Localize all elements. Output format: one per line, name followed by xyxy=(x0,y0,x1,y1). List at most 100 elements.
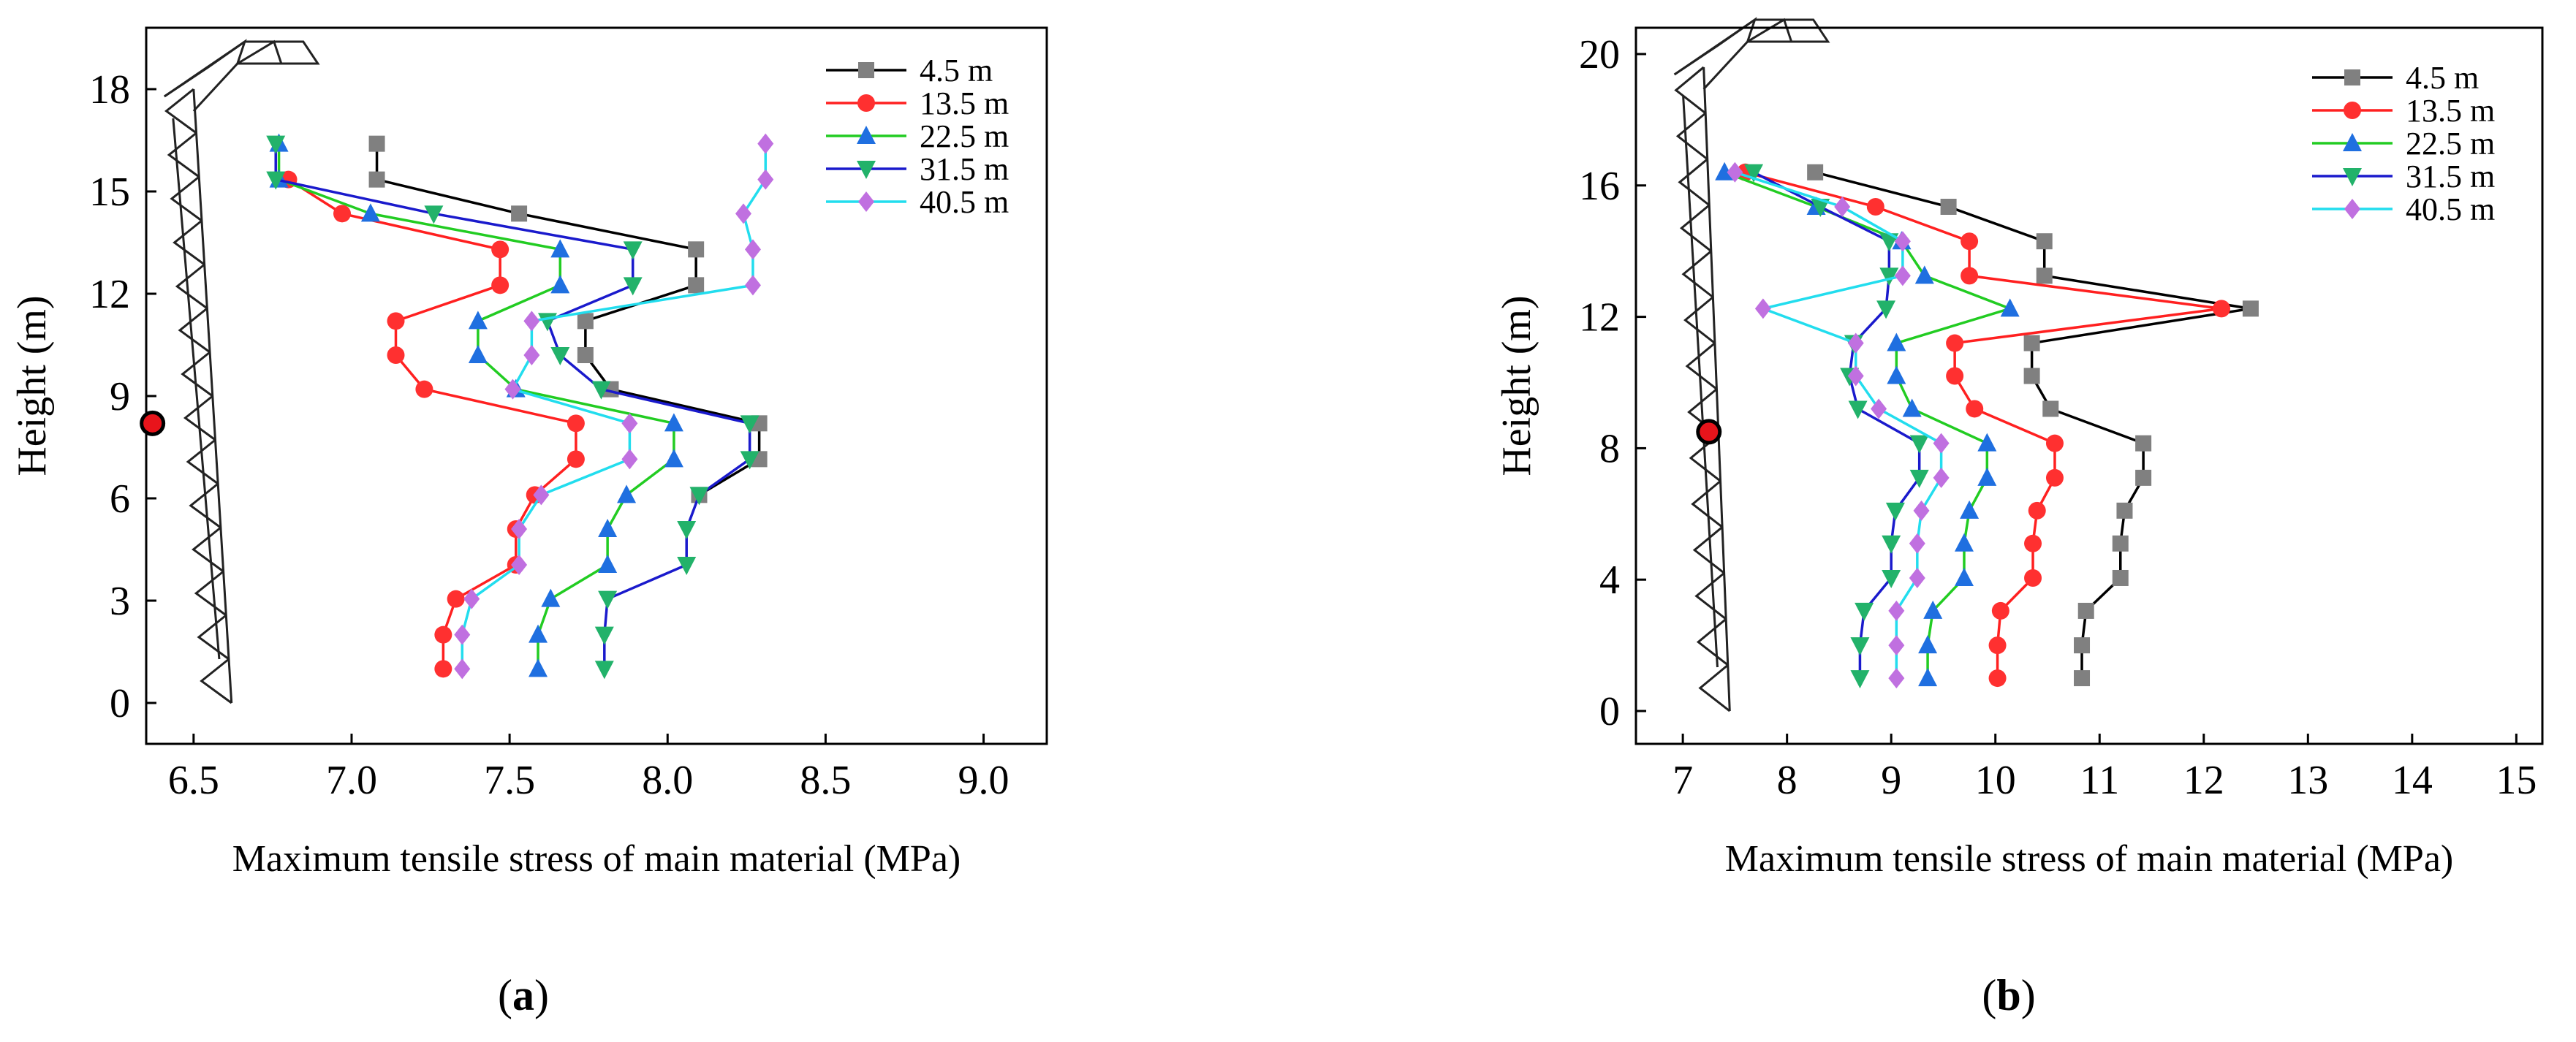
data-point xyxy=(735,203,752,224)
tower-bracing xyxy=(170,175,202,222)
data-point xyxy=(688,241,705,258)
tower-bracing xyxy=(1698,663,1731,712)
data-point xyxy=(1961,267,1979,285)
data-point xyxy=(2242,300,2259,317)
panel-label-close: ) xyxy=(534,971,549,1019)
data-point xyxy=(523,311,540,332)
x-tick-label: 8.0 xyxy=(642,758,693,803)
data-point xyxy=(468,311,488,330)
series-line xyxy=(1724,171,2015,679)
panel-label: (a) xyxy=(498,971,549,1019)
x-tick-label: 6.5 xyxy=(168,758,219,803)
tower-bracing xyxy=(189,482,221,529)
data-point xyxy=(1960,500,1980,519)
x-tick-label: 8 xyxy=(1777,758,1797,803)
data-point xyxy=(1847,332,1864,354)
data-point xyxy=(2213,300,2231,318)
data-point xyxy=(511,519,528,539)
tower-left-chord xyxy=(1682,96,1719,668)
data-point xyxy=(594,661,614,680)
data-point xyxy=(1902,398,1922,417)
data-point xyxy=(1754,298,1771,319)
data-point xyxy=(550,239,570,258)
data-point xyxy=(577,347,594,363)
data-point xyxy=(1855,602,1874,621)
series-4-5-m xyxy=(1807,164,2259,687)
data-point xyxy=(2074,670,2091,687)
tower-bracing xyxy=(1675,112,1708,161)
data-point xyxy=(1887,365,1906,384)
data-point xyxy=(1914,265,1934,284)
data-point xyxy=(1866,198,1884,216)
data-point xyxy=(1954,567,1974,586)
data-point xyxy=(454,624,471,645)
data-point xyxy=(541,588,561,607)
data-point xyxy=(387,346,405,364)
data-point xyxy=(550,347,570,365)
tower-bracing xyxy=(1685,342,1718,390)
data-point xyxy=(2024,534,2042,552)
tower-bracing xyxy=(1694,572,1727,620)
legend-marker xyxy=(858,191,874,212)
series-22-5-m xyxy=(269,133,683,677)
data-point xyxy=(623,241,643,260)
data-point xyxy=(434,660,452,678)
data-point xyxy=(1888,668,1905,689)
data-point xyxy=(424,205,444,224)
tower-bracing xyxy=(181,351,213,398)
series-line xyxy=(277,143,675,669)
data-point xyxy=(1918,635,1938,654)
data-point xyxy=(2045,434,2064,452)
data-point xyxy=(664,449,683,468)
data-point xyxy=(266,135,286,154)
data-point xyxy=(491,240,509,259)
data-point xyxy=(368,135,385,152)
x-tick-label: 9.0 xyxy=(958,758,1009,803)
data-point xyxy=(757,169,774,190)
chart-panel-a: 6.5 7.0 7.5 8.0 8.5 9.0 0 3 6 9 12 15 18 Maximum tens… xyxy=(10,26,1048,1019)
y-tick-label: 16 xyxy=(1579,164,1620,209)
x-tick-label: 8.5 xyxy=(800,758,851,803)
data-point xyxy=(1940,199,1957,215)
legend-label: 4.5 m xyxy=(2406,60,2479,96)
data-point xyxy=(1977,467,1997,486)
data-point xyxy=(447,590,465,608)
data-point xyxy=(1871,398,1887,419)
data-point xyxy=(1887,332,1906,351)
data-point xyxy=(504,379,521,400)
data-point xyxy=(744,275,761,296)
data-point xyxy=(2112,535,2129,552)
data-point xyxy=(598,555,618,573)
data-point xyxy=(757,133,774,154)
data-point xyxy=(1988,669,2007,688)
legend-marker xyxy=(2343,168,2362,186)
tower-jib-bracing xyxy=(1673,17,1793,76)
data-point xyxy=(1879,233,1899,252)
tower-bracing xyxy=(164,88,197,134)
series-31-5-m xyxy=(266,135,759,680)
tower-bracing xyxy=(197,614,230,661)
data-point xyxy=(1909,469,1929,488)
data-point xyxy=(550,275,570,294)
panel-label: (b) xyxy=(1982,971,2035,1019)
panel-label-open: ( xyxy=(1982,971,1996,1019)
tower-bracing xyxy=(1678,158,1711,206)
y-tick-label: 12 xyxy=(1579,295,1620,341)
data-point xyxy=(567,450,585,468)
data-point xyxy=(1991,601,2009,620)
data-point xyxy=(677,521,697,539)
panel-label-open: ( xyxy=(498,971,512,1019)
data-point xyxy=(1894,265,1911,286)
data-point xyxy=(1933,433,1950,454)
data-point xyxy=(1954,533,1974,552)
data-point xyxy=(1909,567,1925,588)
chart-panel-b: 7 8 9 10 11 12 13 14 15 0 4 8 12 16 20 Maximum tensile … xyxy=(1494,17,2544,1019)
x-axis-label: Maximum tensile stress of main material … xyxy=(1725,838,2453,880)
tower-bracing xyxy=(173,219,205,266)
data-point xyxy=(1933,467,1950,488)
data-point xyxy=(387,312,405,330)
x-tick-label: 13 xyxy=(2287,758,2328,803)
x-tick-label: 9 xyxy=(1881,758,1901,803)
tower-bracing xyxy=(178,307,211,354)
legend-marker xyxy=(858,62,874,78)
